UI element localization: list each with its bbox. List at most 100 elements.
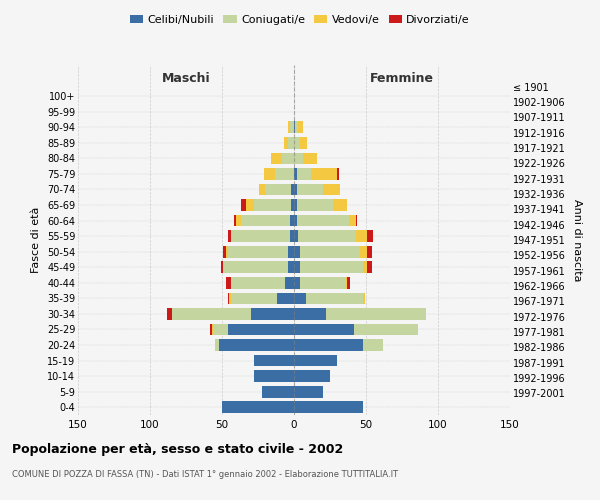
Bar [300,137,307,148]
Bar [230,292,277,304]
Bar [294,370,330,382]
Bar [323,184,340,196]
Bar [294,168,297,179]
Bar [226,277,230,288]
Bar [349,214,356,226]
Bar [277,292,294,304]
Bar [363,262,367,273]
Bar [294,324,355,336]
Bar [241,199,247,211]
Text: COMUNE DI POZZA DI FASSA (TN) - Dati ISTAT 1° gennaio 2002 - Elaborazione TUTTIT: COMUNE DI POZZA DI FASSA (TN) - Dati IST… [12,470,398,479]
Bar [346,277,347,288]
Bar [300,262,363,273]
Bar [275,168,294,179]
Bar [290,214,294,226]
Bar [290,230,294,242]
Bar [363,339,383,351]
Bar [291,199,294,211]
Bar [311,168,337,179]
Bar [226,246,228,258]
Bar [167,308,172,320]
Bar [288,137,294,148]
Bar [254,199,291,211]
Bar [232,230,290,242]
Bar [284,137,288,148]
Bar [236,214,241,226]
Bar [214,324,228,336]
Bar [229,292,230,304]
Bar [211,324,212,336]
Bar [233,214,236,226]
Bar [241,214,290,226]
Bar [223,262,288,273]
Bar [294,339,363,351]
Bar [221,262,223,273]
Bar [215,339,219,351]
Bar [254,370,294,382]
Bar [294,152,302,164]
Y-axis label: Fasce di età: Fasce di età [31,207,41,273]
Bar [305,292,363,304]
Bar [333,199,347,211]
Bar [286,277,294,288]
Bar [228,324,294,336]
Bar [360,246,367,258]
Bar [294,292,305,304]
Bar [302,152,317,164]
Bar [212,324,214,336]
Bar [294,122,295,133]
Bar [291,184,294,196]
Bar [172,308,251,320]
Bar [298,230,356,242]
Bar [283,152,294,164]
Text: Popolazione per età, sesso e stato civile - 2002: Popolazione per età, sesso e stato civil… [12,442,343,456]
Bar [356,214,358,226]
Bar [230,277,286,288]
Bar [367,262,372,273]
Bar [294,230,298,242]
Bar [363,292,365,304]
Bar [356,230,367,242]
Bar [294,402,363,413]
Bar [264,168,275,179]
Bar [347,277,350,288]
Bar [251,308,294,320]
Bar [228,292,229,304]
Bar [228,230,230,242]
Bar [297,184,323,196]
Bar [298,122,302,133]
Bar [300,277,346,288]
Bar [247,199,254,211]
Bar [288,246,294,258]
Bar [259,184,265,196]
Bar [294,277,300,288]
Bar [288,122,290,133]
Text: Femmine: Femmine [370,72,434,85]
Bar [294,386,323,398]
Bar [367,246,372,258]
Bar [254,354,294,366]
Bar [326,308,427,320]
Bar [294,354,337,366]
Bar [271,152,283,164]
Bar [367,230,373,242]
Bar [290,122,294,133]
Y-axis label: Anni di nascita: Anni di nascita [572,198,583,281]
Bar [297,168,311,179]
Bar [228,246,288,258]
Bar [294,246,300,258]
Bar [262,386,294,398]
Bar [295,122,298,133]
Bar [337,168,338,179]
Bar [219,339,294,351]
Bar [300,246,360,258]
Bar [294,262,300,273]
Bar [230,230,232,242]
Bar [294,308,326,320]
Text: Maschi: Maschi [161,72,211,85]
Bar [288,262,294,273]
Bar [294,199,297,211]
Bar [294,137,300,148]
Bar [297,214,349,226]
Bar [222,402,294,413]
